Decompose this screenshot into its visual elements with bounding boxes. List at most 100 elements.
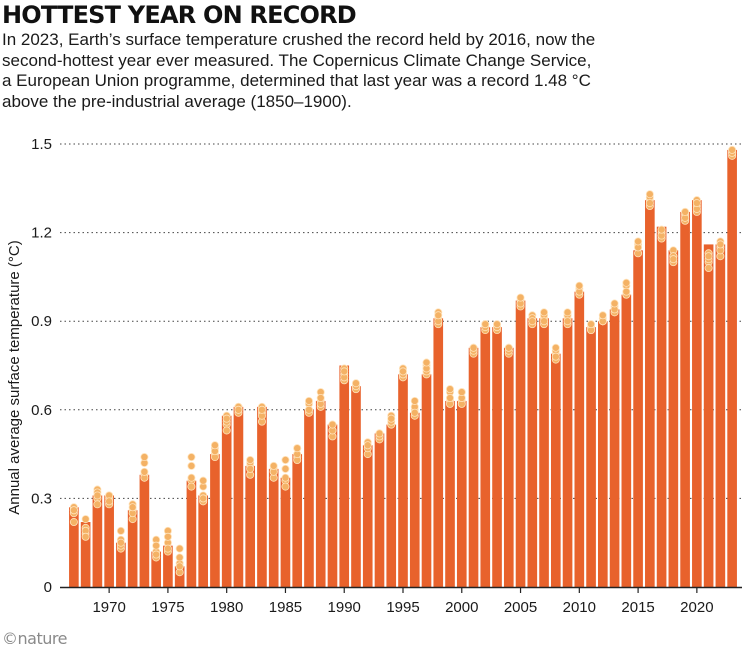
bar — [645, 200, 655, 587]
dataset-point — [304, 405, 313, 414]
dataset-point — [175, 544, 184, 553]
bar — [139, 474, 150, 587]
bar — [151, 551, 161, 587]
bar — [186, 480, 197, 587]
x-tick-label: 1990 — [328, 599, 361, 616]
dataset-point — [81, 532, 90, 541]
bar — [656, 226, 667, 587]
dataset-point — [504, 343, 513, 352]
bar — [92, 495, 103, 587]
bar — [515, 300, 526, 587]
bar — [221, 415, 232, 587]
bar — [374, 433, 385, 587]
y-tick-label: 1.5 — [31, 136, 52, 153]
chart-subtitle: In 2023, Earth’s surface temperature cru… — [2, 30, 596, 111]
dataset-point — [575, 281, 584, 290]
dataset-point — [116, 526, 125, 535]
bar — [633, 250, 643, 587]
bar — [492, 327, 502, 587]
dataset-point — [375, 429, 384, 438]
dataset-point — [304, 396, 313, 405]
dataset-point — [692, 199, 701, 208]
dataset-point — [622, 278, 631, 287]
dataset-point — [563, 317, 572, 326]
y-tick-label: 1.2 — [31, 225, 52, 242]
bar — [550, 353, 561, 587]
dataset-point — [281, 464, 290, 473]
dataset-point — [587, 320, 596, 329]
bar — [174, 566, 185, 587]
dataset-point — [93, 491, 102, 500]
x-tick-label: 1970 — [92, 599, 125, 616]
dataset-point — [704, 252, 713, 261]
dataset-point — [234, 405, 243, 414]
y-tick-label: 0 — [44, 579, 52, 596]
bar — [304, 409, 314, 587]
dataset-point — [328, 420, 337, 429]
bar — [703, 244, 714, 587]
dataset-point — [69, 518, 78, 527]
dataset-point — [469, 343, 478, 352]
bar — [280, 477, 291, 587]
bar — [163, 545, 173, 587]
bar — [351, 386, 361, 587]
dataset-point — [540, 308, 549, 317]
x-tick-label: 1995 — [386, 599, 419, 616]
dataset-point — [246, 464, 255, 473]
bar — [245, 465, 256, 587]
bar — [339, 365, 350, 587]
bar — [198, 495, 208, 587]
bar — [116, 542, 126, 587]
x-tick-label: 2000 — [445, 599, 478, 616]
dataset-point — [140, 467, 149, 476]
dataset-point — [187, 473, 196, 482]
dataset-point — [434, 311, 443, 320]
bar — [210, 454, 220, 587]
bar — [456, 400, 467, 587]
dataset-point — [704, 264, 713, 273]
bar — [386, 424, 397, 587]
dataset-point — [269, 461, 278, 470]
y-tick-labels: 0 0.3 0.6 0.9 1.2 1.5 — [31, 136, 52, 596]
dataset-point — [152, 541, 161, 550]
dataset-point — [281, 482, 290, 491]
dataset-point — [481, 320, 490, 329]
dataset-point — [540, 317, 549, 326]
y-tick-label: 0.9 — [31, 313, 52, 330]
bar — [539, 318, 549, 587]
bar — [680, 211, 690, 587]
bar — [292, 454, 303, 587]
dataset-point — [634, 237, 643, 246]
dataset-point — [351, 379, 360, 388]
dataset-point — [622, 287, 631, 296]
nature-credit: ©nature — [2, 629, 67, 648]
dataset-point — [410, 396, 419, 405]
bar — [268, 468, 279, 587]
dataset-point — [152, 550, 161, 559]
dataset-point — [551, 343, 560, 352]
dataset-point — [610, 299, 619, 308]
bar — [480, 327, 491, 587]
bar — [362, 445, 373, 587]
dataset-point — [163, 532, 172, 541]
dataset-point — [187, 453, 196, 462]
dataset-point — [493, 320, 502, 329]
x-tick-label: 2015 — [621, 599, 654, 616]
dataset-point — [93, 500, 102, 509]
dataset-point — [422, 358, 431, 367]
bar — [668, 250, 679, 587]
dataset-point — [363, 441, 372, 450]
bar — [621, 294, 632, 587]
bar — [80, 522, 91, 587]
x-ticks: 1970 1975 1980 1985 1990 1995 2000 2005 2010 2015… — [92, 587, 714, 616]
dataset-point — [398, 367, 407, 376]
dataset-point — [410, 408, 419, 417]
x-tick-label: 1985 — [269, 599, 302, 616]
y-tick-label: 0.3 — [31, 490, 52, 507]
dataset-point — [81, 515, 90, 524]
dataset-point — [516, 293, 525, 302]
dataset-point — [528, 317, 537, 326]
dataset-point — [563, 308, 572, 317]
x-tick-label: 2020 — [680, 599, 713, 616]
bar — [315, 400, 326, 587]
